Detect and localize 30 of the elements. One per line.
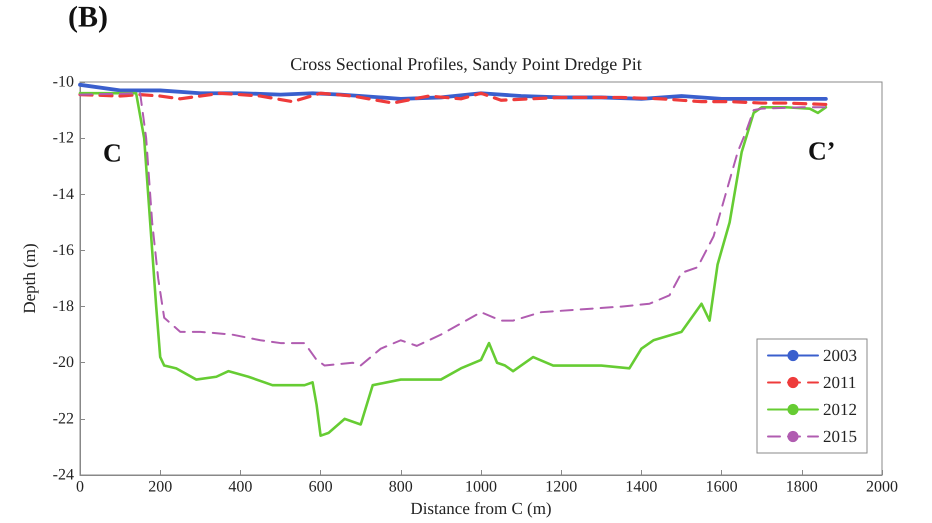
y-tick-label: -14 bbox=[52, 186, 74, 203]
x-tick-label: 1800 bbox=[786, 478, 818, 496]
y-tick-label: -24 bbox=[52, 466, 74, 484]
x-tick-label: 800 bbox=[388, 478, 413, 496]
line-series bbox=[78, 92, 828, 106]
x-axis-title: Distance from C (m) bbox=[410, 498, 552, 518]
legend-label: 2003 bbox=[823, 346, 857, 365]
y-tick-label: -20 bbox=[52, 354, 74, 372]
y-tick-label: -22 bbox=[52, 410, 74, 428]
x-tick-label: 200 bbox=[148, 478, 172, 496]
legend-label: 2012 bbox=[823, 400, 857, 419]
x-tick-label: 1200 bbox=[545, 478, 578, 496]
x-tick-label: 400 bbox=[228, 478, 252, 496]
x-tick-label: 1400 bbox=[625, 478, 658, 496]
y-tick-label: -18 bbox=[52, 298, 74, 316]
y-tick-label: -16 bbox=[52, 242, 74, 259]
legend-label: 2011 bbox=[823, 373, 856, 392]
y-tick-label: -12 bbox=[52, 130, 74, 147]
annotation: C’ bbox=[808, 136, 836, 166]
x-tick-label: 2000 bbox=[866, 478, 898, 496]
y-tick-label: -10 bbox=[52, 74, 74, 90]
x-tick-label: 0 bbox=[76, 478, 84, 496]
annotation: C bbox=[103, 138, 122, 168]
text: (B) bbox=[68, 0, 108, 34]
x-tick-label: 1000 bbox=[465, 478, 497, 496]
x-tick-label: 600 bbox=[308, 478, 333, 496]
x-tick-label: 1600 bbox=[706, 478, 738, 496]
chart-title: Cross Sectional Profiles, Sandy Point Dredge Pit bbox=[290, 54, 642, 74]
legend-label: 2015 bbox=[823, 427, 857, 446]
y-axis-title: Depth (m) bbox=[20, 243, 39, 314]
